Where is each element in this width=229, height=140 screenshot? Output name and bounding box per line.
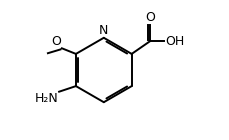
Text: H₂N: H₂N — [35, 92, 58, 105]
Text: OH: OH — [164, 35, 183, 48]
Text: O: O — [51, 35, 61, 48]
Text: O: O — [144, 11, 154, 24]
Text: N: N — [99, 24, 108, 37]
